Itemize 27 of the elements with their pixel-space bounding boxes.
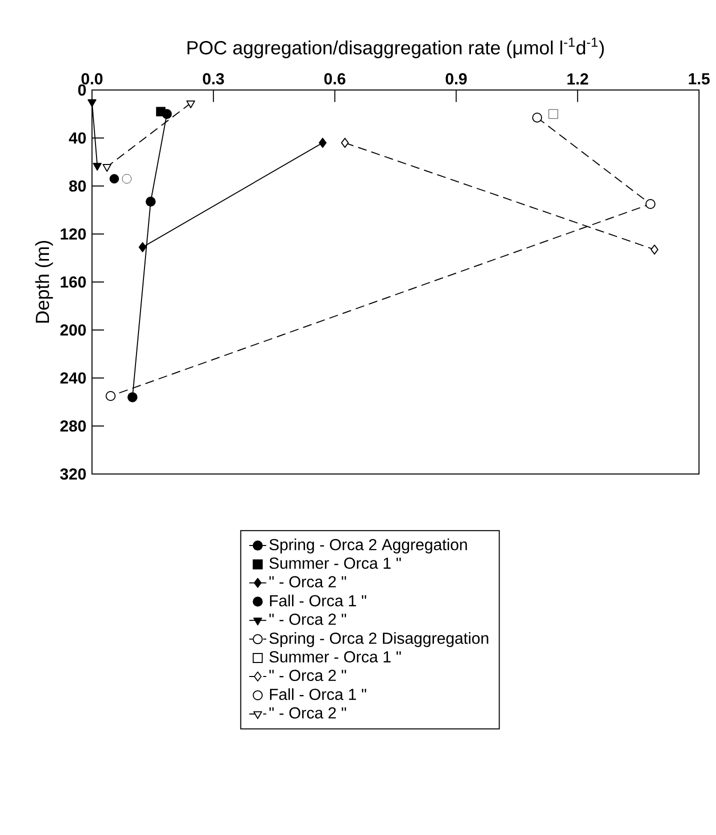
legend-label: Spring - Orca 2 Aggregation <box>269 538 467 554</box>
x-axis-title: POC aggregation/disaggregation rate (μmol l$^{-1}$d$^{-1}$) <box>188 38 604 58</box>
y-tick-label: 240 <box>60 372 86 384</box>
y-tick-label: 40 <box>68 132 86 144</box>
legend-label: " - Orca 2 " <box>269 614 346 625</box>
legend-label: Fall - Orca 1 " <box>270 688 366 700</box>
legend-label: Spring - Orca 2 Disaggregation <box>269 632 488 648</box>
x-tick-label: 1.2 <box>568 73 588 84</box>
x-tick-label: 0.3 <box>202 73 224 84</box>
y-tick-label: 120 <box>60 228 86 240</box>
x-tick-label: 0.0 <box>82 73 102 84</box>
x-tick-label: 0.9 <box>446 73 467 84</box>
legend-label: Summer - Orca 1 " <box>269 651 401 662</box>
x-tick-label: 1.5 <box>688 73 710 84</box>
y-tick-label: 0 <box>78 84 86 96</box>
y-tick-label: 80 <box>69 180 86 192</box>
x-tick-label: 0.6 <box>324 73 346 84</box>
y-tick-label: 280 <box>60 420 86 432</box>
legend-label: Fall - Orca 1 " <box>270 594 366 606</box>
legend-label: " - Orca 2 " <box>269 576 346 588</box>
y-tick-label: 320 <box>60 468 86 480</box>
legend-label: " - Orca 2 " <box>269 670 346 682</box>
legend-label: Summer - Orca 1 " <box>269 558 401 569</box>
legend-label: " - Orca 2 " <box>269 707 346 719</box>
y-tick-label: 160 <box>60 276 86 288</box>
y-axis-title: Depth (m) <box>35 240 53 323</box>
y-tick-label: 200 <box>60 324 86 336</box>
